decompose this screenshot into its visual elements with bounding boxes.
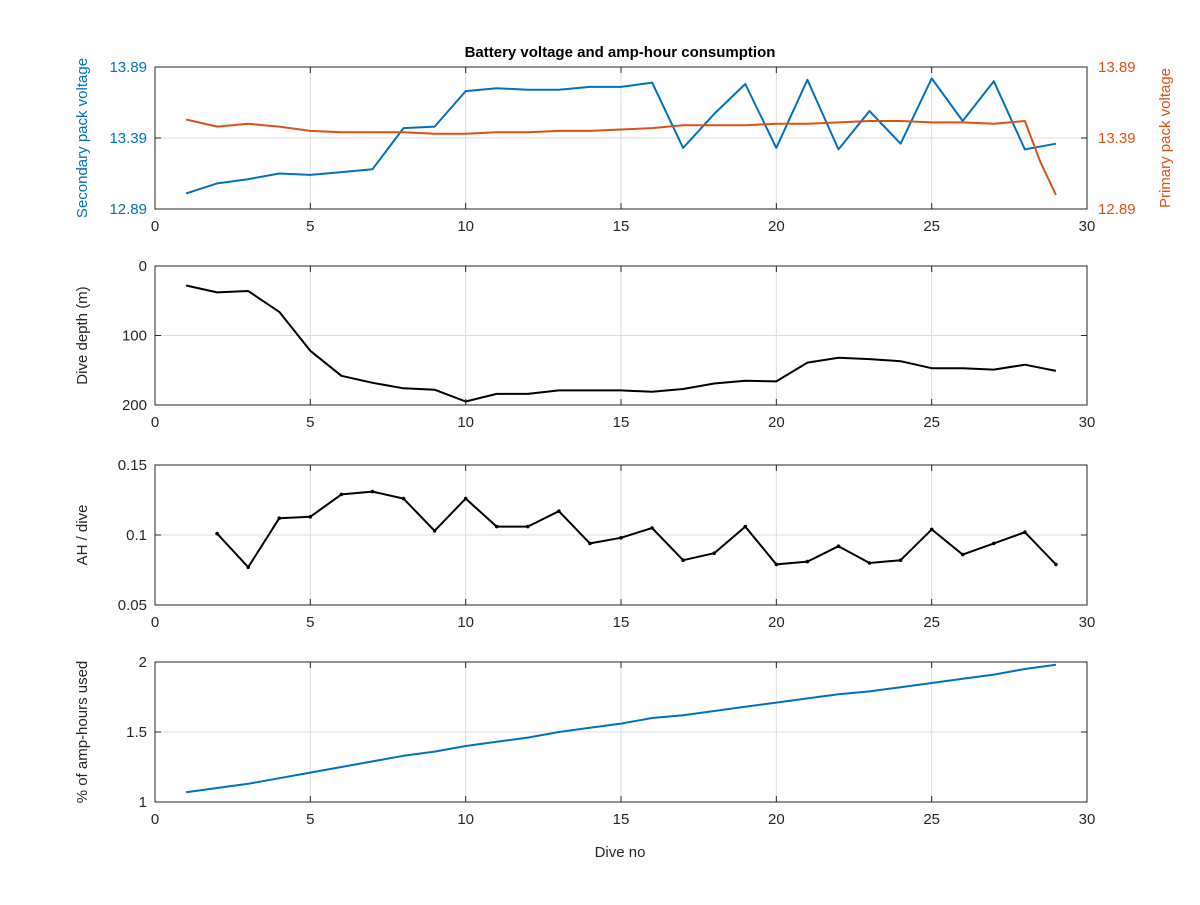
panel-1-y-right-tick-label: 12.89 — [1098, 201, 1136, 218]
panel-3-data-point — [246, 565, 250, 569]
panel-3-x-tick-label: 15 — [613, 614, 630, 631]
panel-3-x-tick-label: 5 — [306, 614, 314, 631]
panel-1-y-axis-label: Secondary pack voltage — [74, 58, 91, 218]
panel-2-x-tick-label: 0 — [151, 414, 159, 431]
panel-3-data-point — [712, 551, 716, 555]
panel-2-x-tick-label: 5 — [306, 414, 314, 431]
panel-1-x-tick-label: 20 — [768, 218, 785, 235]
panel-3-data-point — [557, 509, 561, 513]
panel-3-series-1-line — [216, 490, 1057, 569]
panel-3-data-point — [494, 524, 499, 529]
panel-4-x-tick-label: 0 — [151, 811, 159, 828]
panel-3-data-point — [898, 558, 903, 562]
panel-4-x-tick-label: 15 — [613, 811, 630, 828]
panel-3-data-point — [215, 531, 219, 536]
panel-3-y-tick-label: 0.05 — [118, 597, 147, 614]
panel-2-series-1-line — [185, 284, 1057, 403]
panel-3-y-tick-label: 0.15 — [118, 457, 147, 474]
panel-3-data-point — [743, 524, 748, 529]
panel-3-data-point — [308, 515, 313, 519]
panel-3-y-axis-label: AH / dive — [74, 505, 91, 566]
panel-3-data-point — [432, 529, 437, 533]
panel-3-data-point — [277, 516, 282, 520]
panel-3-data-point — [401, 496, 406, 501]
panel-2-y-axis-label: Dive depth (m) — [74, 286, 91, 384]
panel-3-data-point — [836, 544, 841, 548]
panel-1-x-tick-label: 0 — [151, 218, 159, 235]
panel-4-x-tick-label: 25 — [923, 811, 940, 828]
panel-3-x-tick-label: 20 — [768, 614, 785, 631]
panel-2-y-tick-label: 0 — [139, 258, 147, 275]
panel-3-data-point — [805, 559, 810, 564]
panel-1-y-right-tick-label: 13.89 — [1098, 59, 1136, 76]
panel-1-y-right-axis-label: Primary pack voltage — [1157, 68, 1174, 208]
panel-1-series-2-line — [185, 118, 1057, 196]
panel-3-data-point — [1054, 562, 1058, 567]
panel-1-y-tick-label: 13.89 — [109, 59, 147, 76]
panel-1-x-tick-label: 30 — [1079, 218, 1096, 235]
panel-3-x-tick-label: 30 — [1079, 614, 1096, 631]
panel-3-x-tick-label: 25 — [923, 614, 940, 631]
panel-1-x-tick-label: 25 — [923, 218, 940, 235]
panel-3-data-point — [774, 562, 779, 567]
panel-3-data-point — [619, 536, 623, 540]
panel-3-data-point — [1023, 530, 1027, 534]
panel-3-data-point — [867, 561, 872, 565]
panel-4-y-tick-label: 1.5 — [126, 724, 147, 741]
panel-4-y-tick-label: 2 — [139, 654, 147, 671]
panel-2-x-tick-label: 10 — [457, 414, 474, 431]
panel-4-y-axis-label: % of amp-hours used — [74, 661, 91, 804]
panel-3-data-point — [650, 526, 654, 530]
panel-2-x-tick-label: 30 — [1079, 414, 1096, 431]
panel-1-x-tick-label: 15 — [613, 218, 630, 235]
panel-3-data-point — [370, 489, 375, 494]
panel-3-data-point — [929, 527, 934, 532]
panel-1-x-tick-label: 5 — [306, 218, 314, 235]
panel-2-x-tick-label: 15 — [613, 414, 630, 431]
x-axis-label: Dive no — [595, 844, 646, 861]
panel-4-x-tick-label: 20 — [768, 811, 785, 828]
panel-4-series-1-line — [185, 663, 1057, 794]
panel-1-x-tick-label: 10 — [457, 218, 474, 235]
panel-2-y-tick-label: 200 — [122, 397, 147, 414]
panel-4-y-tick-label: 1 — [139, 794, 147, 811]
panel-4-x-tick-label: 30 — [1079, 811, 1096, 828]
panel-1-y-tick-label: 13.39 — [109, 130, 147, 147]
panel-3-data-point — [339, 492, 344, 497]
panel-3-y-tick-label: 0.1 — [126, 527, 147, 544]
panel-3-data-point — [681, 558, 685, 562]
panel-4-x-tick-label: 10 — [457, 811, 474, 828]
panel-1-y-right-tick-label: 13.39 — [1098, 130, 1136, 147]
panel-2-x-tick-label: 25 — [923, 414, 940, 431]
panel-3-data-point — [960, 552, 965, 557]
panel-3-data-point — [463, 496, 468, 501]
panel-3-data-point — [526, 524, 530, 529]
panel-3-x-tick-label: 10 — [457, 614, 474, 631]
panel-3-data-point — [588, 541, 592, 546]
panel-4-x-tick-label: 5 — [306, 811, 314, 828]
panel-2-y-tick-label: 100 — [122, 328, 147, 345]
panel-2-x-tick-label: 20 — [768, 414, 785, 431]
chart-title: Battery voltage and amp-hour consumption — [465, 44, 776, 61]
panel-1-y-tick-label: 12.89 — [109, 201, 147, 218]
panel-3-data-point — [992, 541, 996, 546]
panel-3-x-tick-label: 0 — [151, 614, 159, 631]
